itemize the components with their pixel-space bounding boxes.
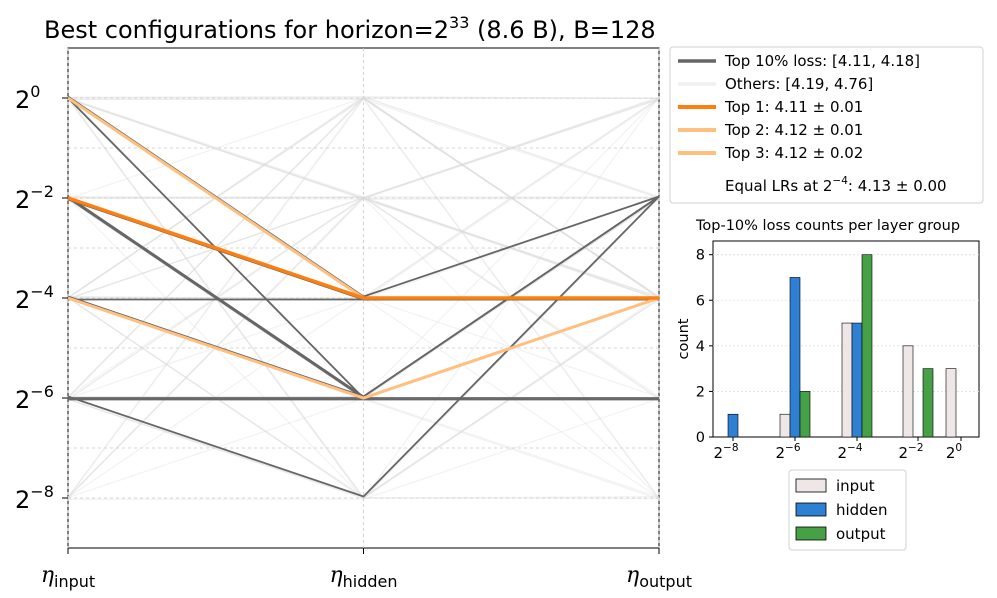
bar-y-tick-label: 2	[696, 384, 705, 400]
others-line	[67, 97, 660, 301]
legend-label: Top 10% loss: [4.11, 4.18]	[724, 52, 920, 70]
bar-x-tick-exp: −4	[847, 442, 863, 454]
others-line	[67, 197, 660, 499]
y-tick-base: 2	[15, 86, 30, 114]
bar	[727, 413, 739, 438]
bar	[945, 368, 957, 438]
y-tick-exp: −2	[30, 182, 54, 201]
bar-x-tick-base: 2	[713, 444, 723, 462]
bar-y-label: count	[676, 318, 692, 359]
bar-x-tick-exp: −2	[908, 442, 923, 454]
bar-x-tick-exp: 0	[955, 442, 962, 454]
others-line	[67, 97, 660, 398]
x-tick-sub: output	[639, 572, 692, 591]
others-line	[67, 98, 660, 298]
highlight-line	[67, 296, 660, 400]
others-line	[67, 95, 660, 99]
legend-label: Top 2: 4.12 ± 0.01	[724, 121, 863, 139]
y-tick-label: 20	[15, 82, 40, 114]
x-tick-label: ηoutput	[626, 563, 692, 591]
bar-legend-label: hidden	[836, 501, 887, 519]
bar-x-tick-label: 2−2	[898, 442, 923, 462]
others-line	[67, 96, 660, 299]
bar-legend-label: input	[836, 477, 875, 495]
bar	[779, 413, 791, 438]
bar	[799, 391, 811, 438]
bar-x-tick-label: 20	[946, 442, 962, 462]
y-tick-exp: −4	[30, 282, 54, 301]
x-tick-sub: input	[54, 572, 95, 591]
bar-y-tick-label: 4	[696, 339, 705, 355]
y-tick-base: 2	[15, 386, 30, 414]
bar-x-tick-label: 2−6	[775, 442, 800, 462]
others-line	[67, 98, 660, 199]
y-tick-exp: 0	[30, 82, 40, 101]
x-tick-symbol: η	[626, 563, 639, 588]
others-line	[67, 297, 660, 500]
bar-x-ticks: 2−8 2−6 2−4 2−2 20	[713, 437, 962, 462]
y-tick-label: 2−6	[15, 382, 54, 414]
x-tick-symbol: η	[329, 563, 342, 588]
highlight-line	[67, 196, 659, 300]
legend-equal-lrs: Equal LRs at 2−4: 4.13 ± 0.00	[725, 175, 947, 195]
y-tick-label: 2−2	[15, 182, 54, 214]
others-line	[67, 98, 660, 500]
bar	[861, 254, 873, 438]
bar-x-tick-base: 2	[837, 444, 847, 462]
x-tick-symbol: η	[41, 563, 54, 588]
bar-x-tick-label: 2−8	[713, 442, 738, 462]
bar-x-tick-exp: −8	[723, 442, 738, 454]
bar-x-tick-base: 2	[946, 444, 956, 462]
bar-legend-swatch	[795, 478, 827, 493]
y-tick-base: 2	[15, 186, 30, 214]
x-tick-label: ηinput	[41, 563, 95, 591]
y-tick-exp: −8	[30, 482, 54, 501]
others-line	[67, 96, 660, 399]
others-line	[67, 97, 660, 398]
others-line	[67, 296, 660, 499]
bar-x-tick-label: 2−4	[837, 442, 862, 462]
bar	[851, 322, 863, 438]
legend-label: Top 3: 4.12 ± 0.02	[724, 144, 863, 162]
legend-box	[669, 46, 984, 204]
y-tick-label: 2−8	[15, 482, 54, 514]
others-line	[67, 196, 660, 498]
others-line	[67, 298, 660, 500]
main-title: Best configurations for horizon=233 (8.6…	[44, 13, 656, 44]
bar-legend-swatch	[795, 526, 827, 541]
bar-x-tick-base: 2	[898, 444, 908, 462]
others-line	[67, 98, 660, 499]
bar-x-tick-base: 2	[775, 444, 785, 462]
y-tick-base: 2	[15, 286, 30, 314]
x-tick-sub: hidden	[343, 572, 398, 591]
others-line	[67, 97, 660, 300]
bar	[841, 322, 853, 438]
highlight-lines	[67, 96, 660, 400]
bar-legend-swatch	[795, 502, 827, 517]
axis-lines	[67, 48, 660, 548]
bar-x-tick-exp: −6	[785, 442, 801, 454]
bar	[789, 277, 801, 438]
bar-legend-label: output	[836, 525, 886, 543]
bar-y-tick-label: 0	[696, 430, 705, 446]
legend-label: Others: [4.19, 4.76]	[725, 75, 873, 93]
y-tick-exp: −6	[30, 382, 54, 401]
y-tick-base: 2	[15, 486, 30, 514]
bar	[902, 345, 914, 438]
y-ticks: 202−22−42−62−8	[15, 82, 68, 514]
bar-chart: Top-10% loss counts per layer group 0246…	[676, 218, 980, 551]
legend-label: Top 1: 4.11 ± 0.01	[724, 98, 863, 116]
x-labels: ηinput ηhidden ηoutput	[41, 548, 692, 591]
x-tick-label: ηhidden	[329, 563, 397, 591]
bar	[922, 368, 934, 438]
bar-y-ticks: 0 2 4 6 8	[696, 248, 713, 446]
bar-chart-title: Top-10% loss counts per layer group	[695, 218, 960, 234]
legend: Top 10% loss: [4.11, 4.18] Others: [4.19,…	[669, 46, 984, 204]
y-tick-label: 2−4	[15, 282, 54, 314]
parallel-plot: 202−22−42−62−8 ηinput ηhidden ηoutput	[15, 47, 692, 591]
bar-y-tick-label: 6	[696, 293, 705, 309]
bar-y-tick-label: 8	[696, 248, 705, 264]
